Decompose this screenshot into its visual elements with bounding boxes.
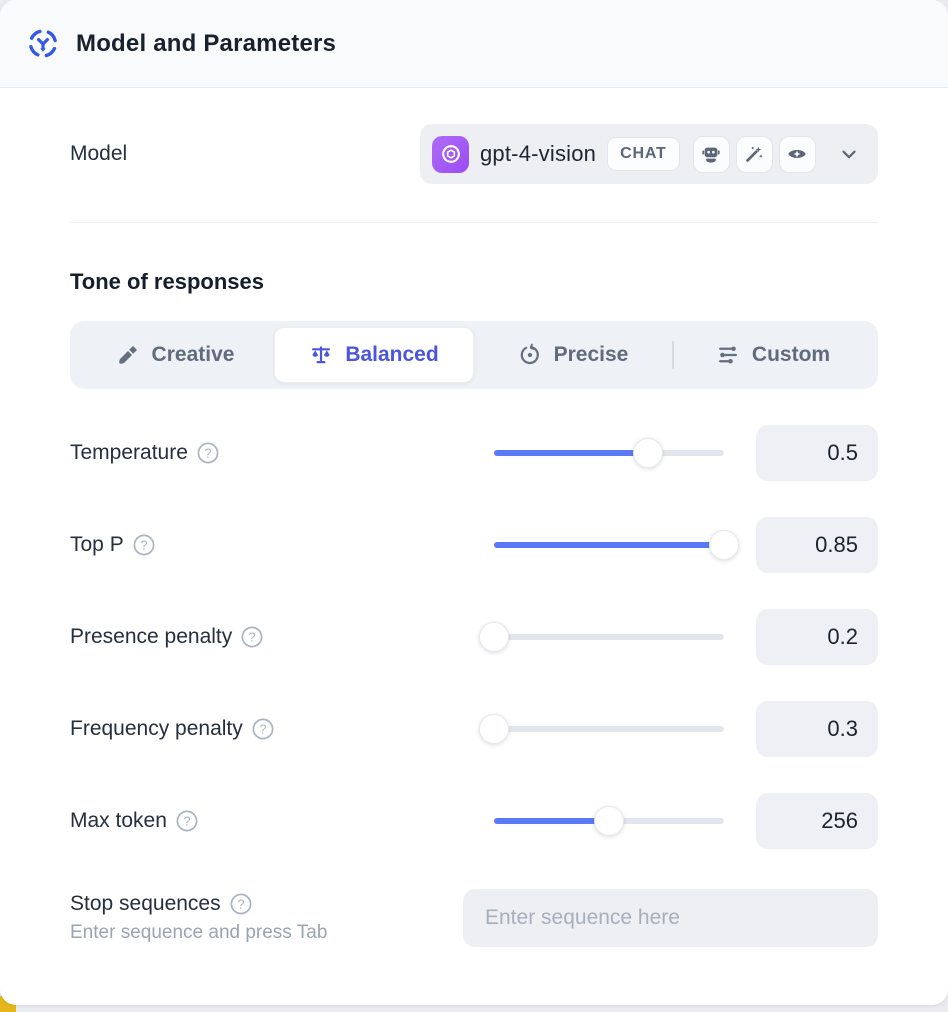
page-title: Model and Parameters	[76, 29, 337, 57]
top-p-value[interactable]: 0.85	[756, 517, 878, 573]
tone-tabbar: Creative Balanced Precise	[70, 321, 878, 389]
param-row-top-p: Top P ? 0.85	[70, 517, 878, 573]
stop-sequence-input[interactable]	[463, 889, 878, 947]
slider-thumb[interactable]	[479, 622, 509, 652]
temperature-value[interactable]: 0.5	[756, 425, 878, 481]
param-label: Frequency penalty ?	[70, 717, 494, 741]
param-row-frequency-penalty: Frequency penalty ? 0.3	[70, 701, 878, 757]
param-label: Temperature ?	[70, 441, 494, 465]
help-icon[interactable]: ?	[197, 442, 219, 464]
tab-label: Precise	[553, 343, 629, 366]
tab-label: Custom	[751, 343, 831, 366]
svg-text:?: ?	[204, 446, 211, 460]
svg-text:?: ?	[237, 897, 244, 911]
selected-model-name: gpt-4-vision	[480, 141, 597, 166]
model-row: Model gpt-4-visi	[70, 124, 878, 184]
model-label: Model	[70, 142, 128, 165]
param-row-temperature: Temperature ? 0.5	[70, 425, 878, 481]
tab-custom[interactable]: Custom	[674, 327, 872, 383]
model-select-dropdown[interactable]: gpt-4-vision CHAT	[420, 124, 878, 184]
svg-text:?: ?	[259, 722, 266, 736]
param-row-presence-penalty: Presence penalty ? 0.2	[70, 609, 878, 665]
tone-heading: Tone of responses	[70, 269, 264, 294]
stop-sequences-label: Stop sequences	[70, 892, 221, 915]
slider-thumb[interactable]	[594, 806, 624, 836]
param-label: Max token ?	[70, 809, 494, 833]
max-token-value[interactable]: 256	[756, 793, 878, 849]
panel-header: Model and Parameters	[0, 0, 948, 88]
max-token-slider[interactable]	[494, 806, 724, 836]
target-icon	[520, 343, 539, 364]
param-label: Top P ?	[70, 533, 494, 557]
presence-penalty-value[interactable]: 0.2	[756, 609, 878, 665]
tab-label: Creative	[151, 343, 235, 366]
stop-sequences-row: Stop sequences ? Enter sequence and pres…	[70, 889, 878, 947]
svg-text:?: ?	[140, 538, 147, 552]
stop-sequences-hint: Enter sequence and press Tab	[70, 922, 328, 943]
slider-thumb[interactable]	[479, 714, 509, 744]
slider-thumb[interactable]	[709, 530, 739, 560]
stop-sequences-labels: Stop sequences ? Enter sequence and pres…	[70, 892, 327, 944]
presence-penalty-slider[interactable]	[479, 622, 724, 652]
tab-creative[interactable]: Creative	[76, 327, 274, 383]
tab-precise[interactable]: Precise	[474, 327, 672, 383]
balance-scale-icon	[312, 346, 331, 364]
top-p-slider[interactable]	[494, 530, 739, 560]
frequency-penalty-value[interactable]: 0.3	[756, 701, 878, 757]
chat-type-badge: CHAT	[607, 137, 680, 171]
tab-balanced[interactable]: Balanced	[274, 327, 474, 383]
help-icon[interactable]: ?	[133, 534, 155, 556]
svg-text:?: ?	[249, 630, 256, 644]
sliders-icon	[718, 346, 737, 364]
magic-wand-icon	[735, 135, 773, 173]
help-icon[interactable]: ?	[241, 626, 263, 648]
capability-chips	[692, 135, 816, 173]
param-row-max-token: Max token ? 256	[70, 793, 878, 849]
frequency-penalty-slider[interactable]	[479, 714, 724, 744]
chevron-down-icon	[838, 143, 860, 165]
vision-eye-icon	[778, 135, 816, 173]
openai-logo-icon	[432, 135, 469, 173]
section-divider	[70, 222, 878, 223]
help-icon[interactable]: ?	[176, 810, 198, 832]
tab-separator	[672, 341, 674, 369]
assistant-robot-icon	[692, 135, 730, 173]
help-icon[interactable]: ?	[230, 893, 252, 915]
temperature-slider[interactable]	[494, 438, 724, 468]
model-hub-icon	[26, 27, 60, 61]
svg-text:?: ?	[183, 814, 190, 828]
paintbrush-icon	[118, 346, 137, 364]
param-label: Presence penalty ?	[70, 625, 494, 649]
slider-thumb[interactable]	[633, 438, 664, 468]
tab-label: Balanced	[345, 343, 439, 366]
help-icon[interactable]: ?	[252, 718, 274, 740]
